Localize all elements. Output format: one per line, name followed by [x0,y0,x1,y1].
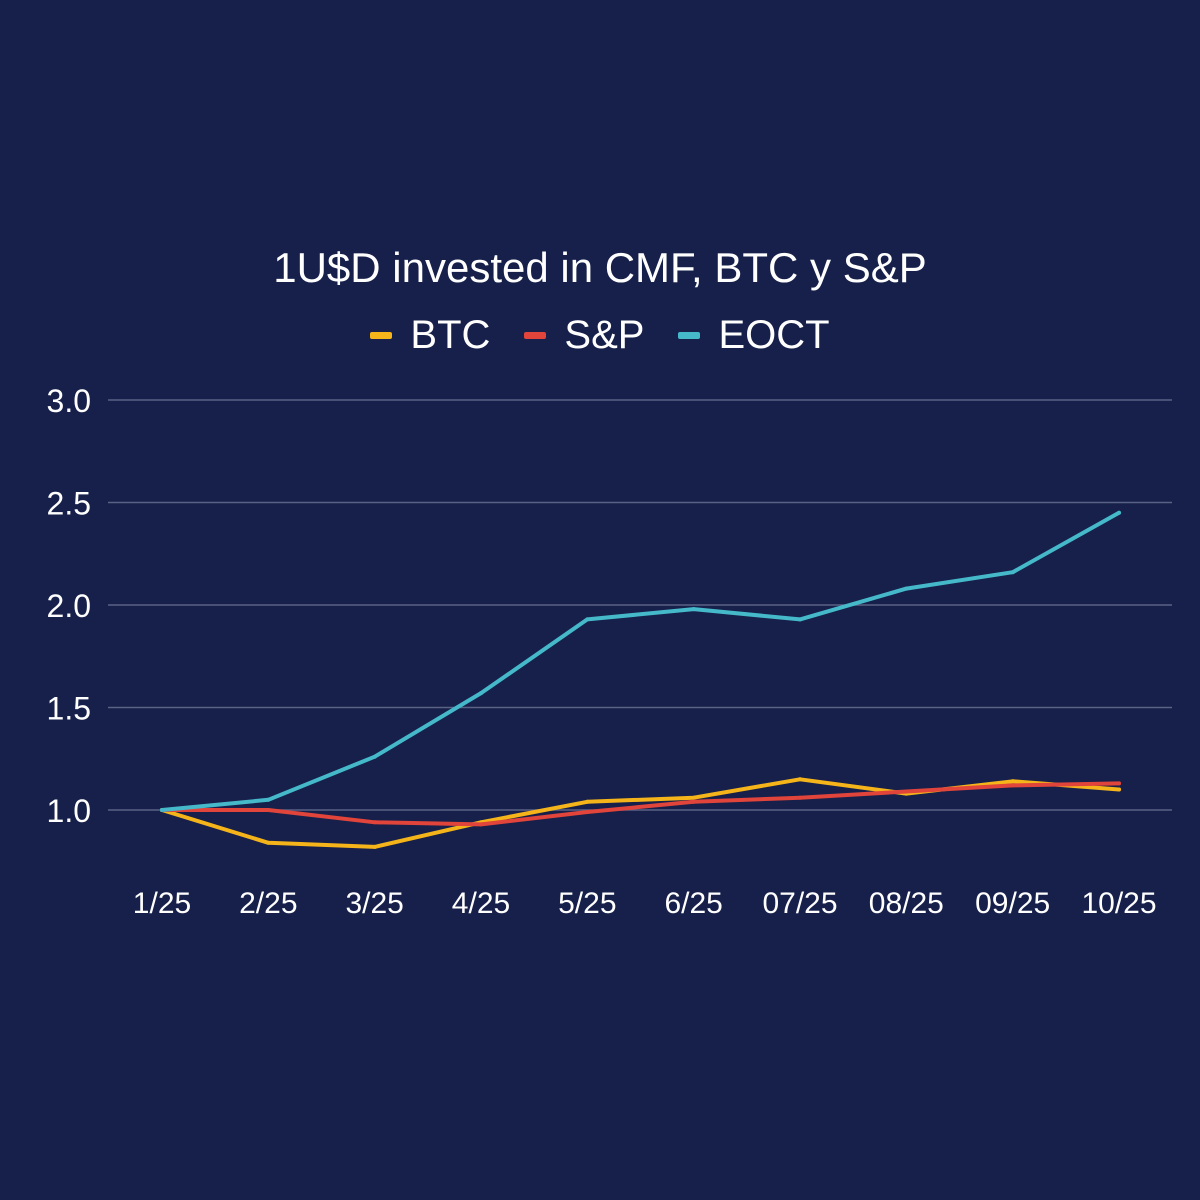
series-line-sp [160,781,1121,827]
x-tick-label: 2/25 [239,887,297,920]
x-tick-label: 4/25 [452,887,510,920]
data-point-eoct [1010,570,1015,575]
x-tick-label: 09/25 [975,887,1050,920]
data-point-sp [372,820,377,825]
legend-entry-eoct: EOCT [678,310,830,360]
data-point-eoct [479,691,483,696]
y-tick-label: 2.0 [47,588,91,624]
data-point-eoct [1117,510,1121,515]
legend-label-btc: BTC [410,313,491,357]
x-tick-label: 3/25 [345,887,403,920]
data-point-btc [585,799,590,804]
data-point-btc [1117,787,1121,792]
data-point-sp [904,789,909,794]
legend-swatch-eoct [678,331,701,339]
data-point-sp [479,822,483,827]
x-tick-label: 08/25 [869,887,944,920]
data-point-eoct [372,754,377,759]
data-point-eoct [585,617,590,622]
y-tick-label: 3.0 [47,383,91,419]
data-point-btc [798,777,802,782]
data-point-eoct [691,607,696,612]
data-point-sp [266,808,271,812]
data-point-btc [266,840,271,845]
legend-label-eoct: EOCT [718,313,830,357]
x-tick-label: 5/25 [558,887,616,920]
data-point-eoct [266,797,271,802]
legend-label-sp: S&P [564,313,645,357]
legend-swatch-sp [524,331,547,339]
data-point-btc [372,844,377,849]
data-point-eoct [904,586,909,591]
chart-legend: BTC S&P EOCT [0,310,1200,360]
x-tick-label: 07/25 [762,887,837,920]
data-point-sp [1010,783,1015,788]
data-point-sp [691,799,696,804]
data-point-sp [1117,781,1121,786]
y-tick-label: 1.5 [47,691,91,727]
y-tick-label: 1.0 [47,793,91,829]
chart-title: 1U$D invested in CMF, BTC y S&P [273,244,927,291]
legend-swatch-btc [370,331,393,339]
data-point-eoct [798,617,802,622]
data-point-btc [1010,779,1015,784]
data-point-sp [798,795,802,800]
legend-entry-sp: S&P [524,310,644,360]
x-tick-label: 1/25 [133,887,191,920]
data-point-btc [691,795,696,800]
series-line-eoct [160,510,1121,812]
data-point-eoct [160,808,164,812]
x-tick-label: 6/25 [664,887,722,920]
y-tick-label: 2.5 [47,486,91,522]
legend-entry-btc: BTC [370,310,490,360]
data-point-sp [585,810,590,815]
x-tick-label: 10/25 [1081,887,1156,920]
